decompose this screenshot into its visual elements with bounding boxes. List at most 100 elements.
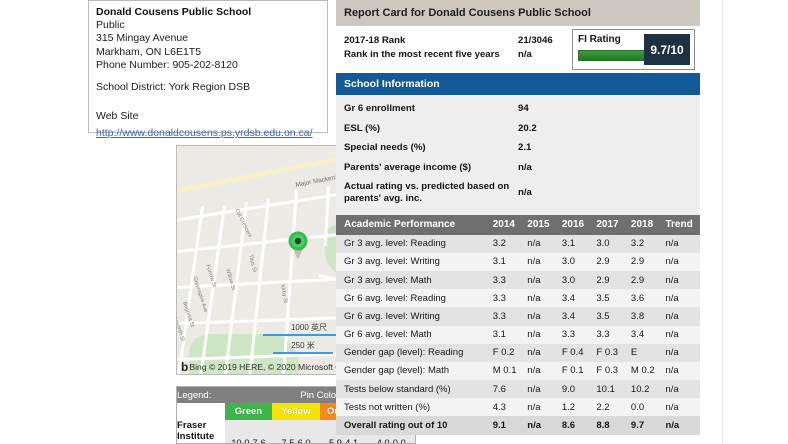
legend-color-yellow: Yellow [272, 403, 320, 420]
row-value: 8.6 [561, 420, 576, 432]
school-info-label: Special needs (%) [344, 142, 426, 154]
row-value: n/a [527, 310, 541, 322]
school-info-value: n/a [518, 162, 532, 174]
website-link[interactable]: http://www.donaldcousens.ps.yrdsb.edu.on… [96, 127, 313, 140]
legend-blank-cell [177, 403, 225, 420]
column-header-trend: Trend [665, 219, 693, 231]
row-trend: n/a [665, 238, 679, 250]
rank-value: n/a [518, 49, 532, 60]
table-row: Gr 6 avg. level: Math 3.1 n/a 3.3 3.3 3.4 n/a [336, 325, 700, 344]
map-attribution-text: © 2019 HERE, © 2020 Microsoft Corporatio… [208, 362, 381, 372]
table-row: Gr 3 avg. level: Reading 3.2 n/a 3.1 3.0 3.2 n… [336, 234, 700, 253]
school-info-label: Gr 6 enrollment [344, 103, 415, 114]
row-value: 7.6 [492, 383, 506, 395]
row-value: F 0.3 [596, 347, 619, 359]
table-row: Gr 3 avg. level: Math 3.3 n/a 3.0 2.9 2.9 n/a [336, 270, 700, 290]
school-info-row: Actual rating vs. predicted based on par… [336, 177, 700, 208]
row-label: Gr 6 avg. level: Reading [344, 292, 446, 304]
row-label: Overall rating out of 10 [344, 420, 448, 432]
row-value: 3.5 [596, 310, 610, 322]
right-column: Report Card for Donald Cousens Public Sc… [336, 0, 700, 435]
row-trend: n/a [665, 383, 679, 395]
table-row: Gender gap (level): Math M 0.1 n/a F 0.1 F 0… [336, 361, 700, 381]
table-row: Gr 6 avg. level: Reading 3.3 n/a 3.4 3.5 3.6 n… [336, 289, 700, 308]
report-card-title: Report Card for Donald Cousens Public Sc… [336, 0, 700, 26]
map-location-pin[interactable] [287, 230, 309, 260]
map-scale-feet: 1000 英尺 [263, 322, 355, 336]
left-column: Donald Cousens Public School Public 315 … [88, 0, 416, 444]
legend-row-label: Fraser Institute Rating (out of 10) [177, 420, 225, 443]
row-value: 2.9 [596, 256, 610, 268]
academic-performance-heading: Academic Performance [344, 219, 456, 231]
bing-logo-icon: b [181, 360, 189, 374]
school-phone: Phone Number: 905-202-8120 [96, 58, 238, 71]
row-value: n/a [527, 274, 541, 286]
school-name: Donald Cousens Public School [96, 6, 252, 18]
rank-row: 2017-18 Rank 21/3046 [336, 34, 700, 48]
row-value: 1.2 [561, 401, 576, 413]
row-value: 4.3 [492, 401, 506, 413]
row-trend: n/a [665, 347, 679, 359]
fi-rating-bar-fill [579, 51, 653, 60]
row-value: M 0.2 [630, 365, 655, 377]
row-value: 3.1 [492, 329, 506, 341]
row-value: 8.8 [596, 420, 610, 432]
column-header-2014: 2014 [492, 219, 515, 231]
page-right-edge [722, 0, 723, 444]
row-value: 3.2 [630, 238, 645, 250]
row-value: 3.4 [630, 329, 645, 341]
row-value: 3.1 [492, 256, 506, 268]
row-label: Gender gap (level): Reading [344, 347, 464, 359]
table-row: Tests below standard (%) 7.6 n/a 9.0 10.1 10.… [336, 380, 700, 399]
row-label: Gr 3 avg. level: Writing [344, 256, 440, 268]
map-street-label: Titus St [247, 254, 258, 273]
row-label: Gr 6 avg. level: Math [344, 329, 432, 341]
row-value: E [630, 347, 638, 359]
school-info-row: Gr 6 enrollment 94 [336, 99, 700, 119]
map-attribution: bBing © 2019 HERE, © 2020 Microsoft Corp… [181, 359, 415, 374]
row-value: 3.4 [561, 310, 576, 322]
fi-rating-label: FI Rating [578, 34, 621, 45]
row-value: 3.3 [492, 310, 506, 322]
row-value: n/a [527, 256, 541, 268]
bing-wordmark: Bing [189, 362, 207, 372]
row-value: 10.1 [596, 383, 615, 395]
legend-pin-color-label: Pin Color [300, 389, 340, 401]
row-value: M 0.1 [492, 365, 517, 377]
fi-rating-score: 9.7/10 [644, 34, 690, 65]
row-trend: n/a [665, 292, 679, 304]
map-scale-meters: 250 米 [273, 340, 333, 354]
academic-performance-header: Academic Performance 2014 2015 2016 2017… [336, 214, 700, 235]
column-header-2016: 2016 [561, 219, 585, 231]
row-label: Tests below standard (%) [344, 383, 451, 395]
row-value: n/a [527, 238, 541, 250]
column-header-2018: 2018 [630, 219, 654, 231]
rank-row: Rank in the most recent five years n/a [336, 48, 700, 62]
row-value: 2.9 [630, 256, 645, 268]
row-trend: n/a [665, 256, 679, 268]
row-value: 3.3 [561, 329, 576, 341]
table-row: Tests not written (%) 4.3 n/a 1.2 2.2 0.0 n/a [336, 398, 700, 417]
school-district: School District: York Region DSB [96, 81, 251, 94]
map-street-label: Kirby St [279, 284, 289, 304]
row-trend: n/a [665, 310, 679, 322]
school-info-label: Parents' average income ($) [344, 161, 472, 173]
legend-title: Legend: [177, 389, 212, 401]
row-value: 9.7 [630, 420, 645, 432]
row-value: n/a [527, 383, 541, 395]
map-street-label: Greenspire Ave [191, 276, 209, 314]
legend-range-green: 10.0-7.6 [224, 420, 273, 443]
school-information-body: Gr 6 enrollment 94 ESL (%) 20.2 Special … [336, 95, 700, 215]
school-information-heading: School Information [336, 73, 700, 95]
row-value: 10.2 [630, 383, 650, 395]
table-row: Overall rating out of 10 9.1 n/a 8.6 8.8 9.7 n… [336, 416, 700, 435]
school-info-row: Parents' average income ($) n/a [336, 158, 700, 178]
school-info-value: n/a [518, 187, 532, 199]
table-row: Gr 6 avg. level: Writing 3.3 n/a 3.4 3.5 3.8 n… [336, 307, 700, 326]
row-value: 3.2 [492, 238, 506, 250]
table-row: Gr 3 avg. level: Writing 3.1 n/a 3.0 2.9 2.9 n… [336, 252, 700, 271]
legend-range-yellow: 7.5-6.0 [272, 420, 320, 443]
rank-block: 2017-18 Rank 21/3046 Rank in the most re… [336, 26, 700, 73]
row-value: 2.9 [630, 274, 645, 286]
